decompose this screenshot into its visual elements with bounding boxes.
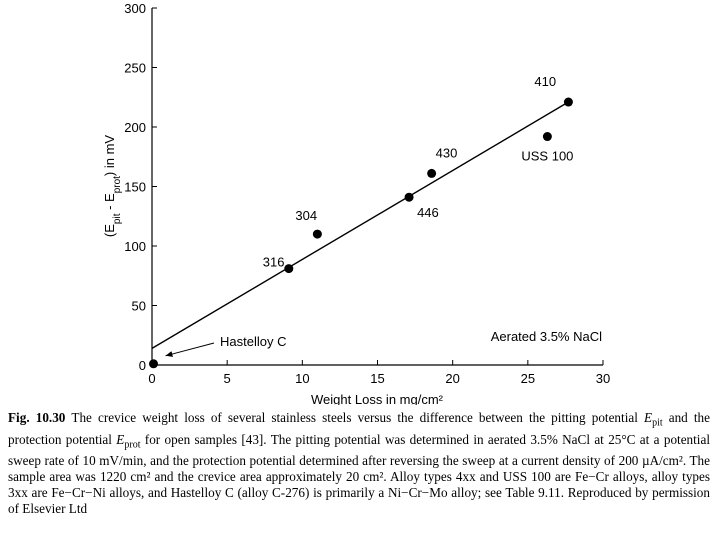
point [284,264,294,274]
caption-text: E [644,410,653,425]
point [563,97,573,107]
caption-text: prot [124,439,141,451]
point-label: 410 [534,74,556,89]
x-tick-label: 30 [596,371,610,386]
caption-text: for open samples [43]. The pitting poten… [8,431,710,517]
caption-text: The crevice weight loss of several stain… [71,410,644,425]
point [404,192,414,202]
point-label: 430 [436,145,458,160]
x-tick-label: 0 [148,371,155,386]
y-axis-label-part: ) in mV [102,135,117,177]
caption-text: pit [652,417,663,429]
y-axis-label-part: prot [112,176,123,193]
point-label: 316 [263,255,285,270]
caption: Fig. 10.30 The crevice weight loss of sev… [8,410,710,517]
x-tick-label: 15 [370,371,384,386]
caption-label: Fig. 10.30 [8,410,66,425]
y-tick-label: 100 [124,239,146,254]
caption-text: and the protection potential [8,410,710,447]
annotation: Aerated 3.5% NaCl [491,329,602,344]
fit-line [151,101,569,349]
point [149,359,159,369]
x-tick-label: 20 [445,371,459,386]
y-tick-label: 0 [139,358,146,373]
x-tick-label: 5 [224,371,231,386]
point [312,229,322,239]
chart: Aerated 3.5% NaCl Weight Loss in mg/cm² … [102,1,610,405]
point [542,132,552,142]
x-axis-label: Weight Loss in mg/cm² [311,392,444,405]
point-label: USS 100 [521,149,573,164]
y-axis-label-part: - E [102,193,117,214]
y-tick-label: 300 [124,1,146,16]
point-label: 446 [417,205,439,220]
point-label: 304 [295,208,317,223]
x-tick-label: 10 [295,371,309,386]
x-tick-label: 25 [521,371,535,386]
y-tick-label: 150 [124,180,146,195]
label-arrow [165,342,215,357]
y-axis-label: (Epit - Eprot) in mV [102,135,123,238]
point [427,168,437,178]
caption-text: E [116,431,125,447]
y-tick-label: 50 [132,299,146,314]
y-axis-label-part: (E [102,224,117,237]
y-tick-label: 200 [124,120,146,135]
y-tick-label: 250 [124,61,146,76]
y-axis-label-part: pit [112,213,123,224]
point-label: Hastelloy C [220,334,286,349]
